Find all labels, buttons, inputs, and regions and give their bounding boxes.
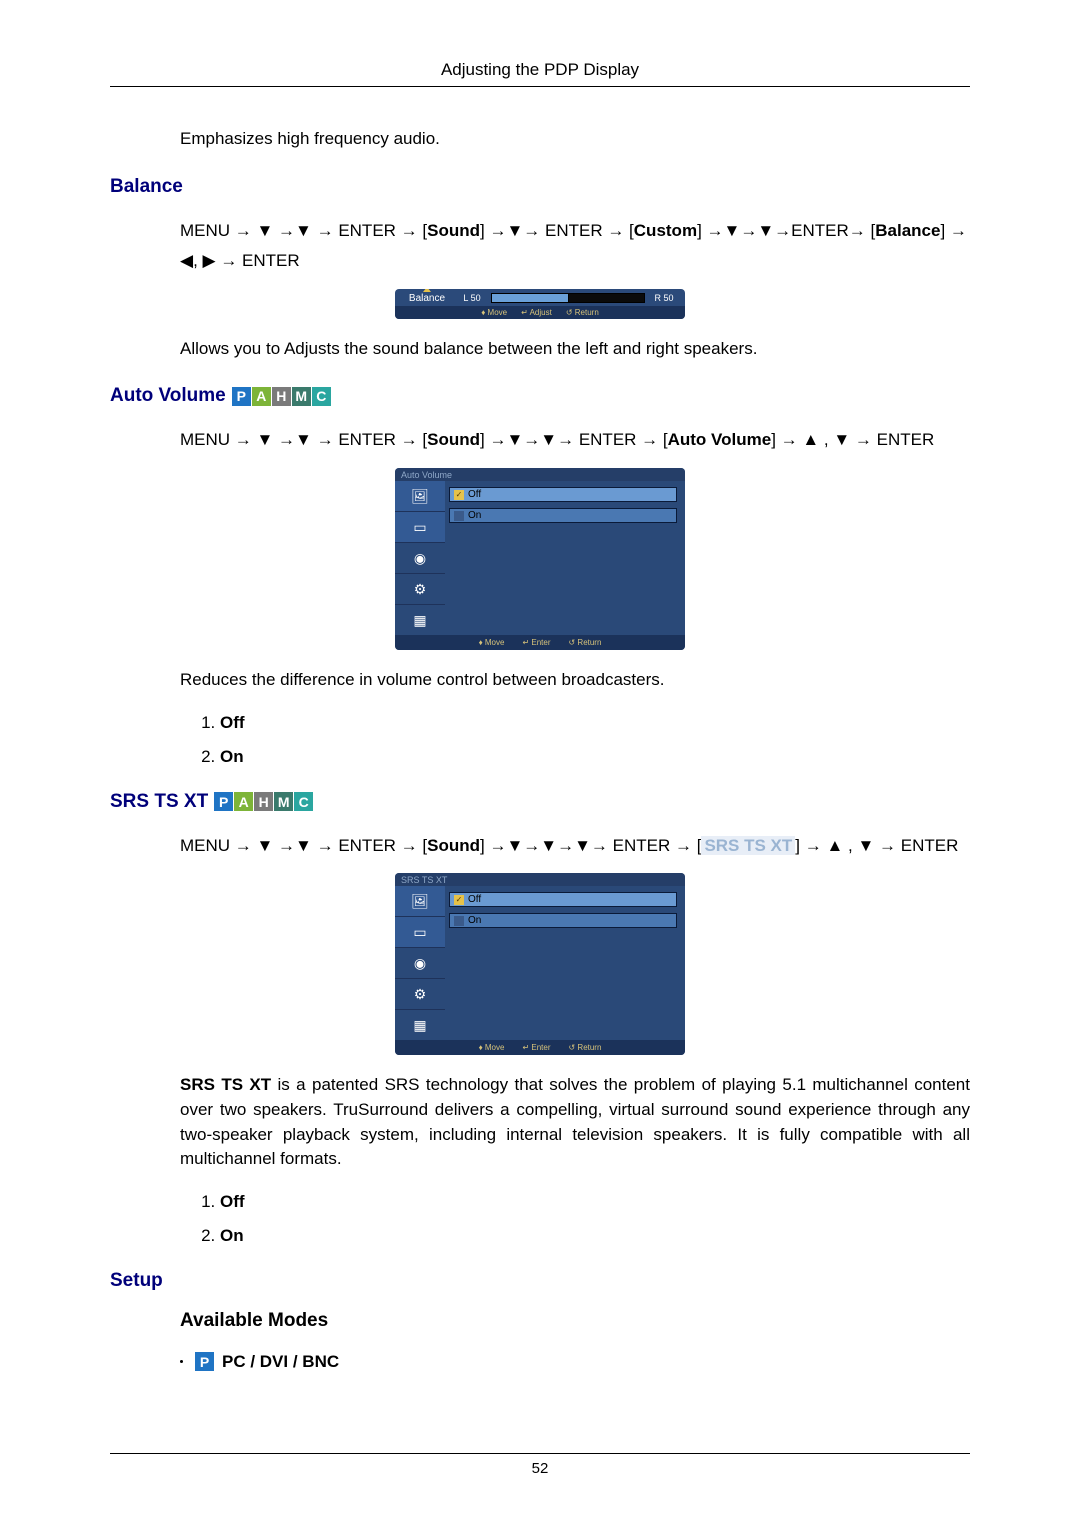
srs-osd-footer: ♦ Move ↵ Enter ↺ Return <box>395 1040 685 1055</box>
mode-badge-h: H <box>254 792 273 811</box>
balance-footer-move: ♦ Move <box>481 308 507 317</box>
multi-icon: ▦ <box>410 610 430 630</box>
display-icon: ▭ <box>410 922 430 942</box>
setup-icon: ⚙ <box>410 579 430 599</box>
page-header: Adjusting the PDP Display <box>110 60 970 87</box>
srs-osd-title: SRS TS XT <box>395 873 685 886</box>
mode-badge-c: C <box>294 792 313 811</box>
sound-icon: ◉ <box>410 953 430 973</box>
page-footer: 52 <box>110 1453 970 1477</box>
srs-footer-return: ↺ Return <box>568 1043 601 1052</box>
srs-osd-icon-col: 🖼 ▭ ◉ ⚙ ▦ <box>395 886 445 1040</box>
picture-icon: 🖼 <box>410 486 430 506</box>
intro-text: Emphasizes high frequency audio. <box>180 127 970 152</box>
balance-description: Allows you to Adjusts the sound balance … <box>180 337 970 362</box>
srs-menu-path: MENU → ▼ →▼ → ENTER → [Sound] →▼→▼→▼→ EN… <box>180 831 970 862</box>
osd-option: On <box>449 508 677 523</box>
balance-osd-bar-fill <box>492 294 569 302</box>
auto-volume-osd: Auto Volume 🖼 ▭ ◉ ⚙ ▦ ✓ Off On ♦ Move ↵ En… <box>395 468 685 650</box>
balance-osd-wrap: Balance L 50 R 50 ♦ Move ↵ Adjust ↺ Retu… <box>110 289 970 319</box>
srs-desc-rest: is a patented SRS technology that solves… <box>180 1075 970 1168</box>
setup-heading: Setup <box>110 1270 970 1292</box>
auto-volume-options-list: Off On <box>220 713 970 767</box>
balance-osd-footer: ♦ Move ↵ Adjust ↺ Return <box>395 306 685 319</box>
mode-badge-c: C <box>312 387 331 406</box>
display-icon: ▭ <box>410 517 430 537</box>
osd-option: ✓ Off <box>449 892 677 907</box>
document-page: Adjusting the PDP Display Emphasizes hig… <box>0 0 1080 1527</box>
mode-badge-m: M <box>274 792 293 811</box>
check-icon: ✓ <box>454 895 464 905</box>
option-list-label: Off <box>220 1192 245 1211</box>
option-blank-icon <box>454 916 464 926</box>
auto-volume-osd-footer: ♦ Move ↵ Enter ↺ Return <box>395 635 685 650</box>
mode-badge-m: M <box>292 387 311 406</box>
option-list-label: On <box>220 1226 244 1245</box>
auto-volume-heading: Auto Volume PAHMC <box>110 385 970 407</box>
balance-footer-return: ↺ Return <box>566 308 599 317</box>
srs-osd: SRS TS XT 🖼 ▭ ◉ ⚙ ▦ ✓ Off On ♦ Move ↵ Ente… <box>395 873 685 1055</box>
srs-footer-enter: ↵ Enter <box>522 1043 550 1052</box>
balance-heading: Balance <box>110 176 970 198</box>
av-footer-enter: ↵ Enter <box>522 638 550 647</box>
mode-badge-a: A <box>252 387 271 406</box>
auto-volume-description: Reduces the difference in volume control… <box>180 668 970 693</box>
balance-osd-right: R 50 <box>649 293 679 303</box>
balance-heading-label: Balance <box>110 176 183 198</box>
osd-option-label: Off <box>468 894 481 905</box>
available-mode-item: P PC / DVI / BNC <box>180 1352 970 1372</box>
mode-badge-p: P <box>214 792 233 811</box>
balance-osd-label: Balance <box>401 293 453 304</box>
option-list-item: Off <box>220 713 970 733</box>
osd-option: ✓ Off <box>449 487 677 502</box>
av-footer-return: ↺ Return <box>568 638 601 647</box>
option-list-label: Off <box>220 713 245 732</box>
auto-volume-osd-title: Auto Volume <box>395 468 685 481</box>
srs-mode-badges: PAHMC <box>214 792 313 811</box>
auto-volume-osd-icon-col: 🖼 ▭ ◉ ⚙ ▦ <box>395 481 445 635</box>
balance-osd-bar <box>491 293 645 303</box>
check-icon: ✓ <box>454 490 464 500</box>
mode-badge-h: H <box>272 387 291 406</box>
osd-option-label: On <box>468 915 481 926</box>
srs-heading-label: SRS TS XT <box>110 791 208 813</box>
bullet-icon <box>180 1360 183 1363</box>
sound-icon: ◉ <box>410 548 430 568</box>
available-mode-label: PC / DVI / BNC <box>222 1352 339 1372</box>
page-number: 52 <box>532 1460 549 1477</box>
srs-description: SRS TS XT is a patented SRS technology t… <box>180 1073 970 1172</box>
balance-menu-path: MENU → ▼ →▼ → ENTER → [Sound] →▼→ ENTER … <box>180 216 970 277</box>
osd-option-label: Off <box>468 489 481 500</box>
auto-volume-heading-label: Auto Volume <box>110 385 226 407</box>
option-list-item: On <box>220 747 970 767</box>
available-modes-heading: Available Modes <box>180 1310 970 1332</box>
auto-volume-osd-wrap: Auto Volume 🖼 ▭ ◉ ⚙ ▦ ✓ Off On ♦ Move ↵ En… <box>110 468 970 650</box>
auto-volume-mode-badges: PAHMC <box>232 387 331 406</box>
osd-option: On <box>449 913 677 928</box>
multi-icon: ▦ <box>410 1015 430 1035</box>
balance-osd-left: L 50 <box>457 293 487 303</box>
mode-badge-p: P <box>232 387 251 406</box>
auto-volume-menu-path: MENU → ▼ →▼ → ENTER → [Sound] →▼→▼→ ENTE… <box>180 425 970 456</box>
srs-footer-move: ♦ Move <box>479 1043 505 1052</box>
auto-volume-osd-options: ✓ Off On <box>445 481 685 635</box>
option-blank-icon <box>454 511 464 521</box>
setup-icon: ⚙ <box>410 984 430 1004</box>
picture-icon: 🖼 <box>410 891 430 911</box>
srs-heading: SRS TS XT PAHMC <box>110 791 970 813</box>
option-list-item: On <box>220 1226 970 1246</box>
srs-osd-options: ✓ Off On <box>445 886 685 1040</box>
osd-option-label: On <box>468 510 481 521</box>
srs-osd-wrap: SRS TS XT 🖼 ▭ ◉ ⚙ ▦ ✓ Off On ♦ Move ↵ Ente… <box>110 873 970 1055</box>
mode-badge-a: A <box>234 792 253 811</box>
av-footer-move: ♦ Move <box>479 638 505 647</box>
option-list-item: Off <box>220 1192 970 1212</box>
setup-heading-label: Setup <box>110 1270 163 1292</box>
option-list-label: On <box>220 747 244 766</box>
mode-badge-p: P <box>195 1352 214 1371</box>
srs-options-list: Off On <box>220 1192 970 1246</box>
balance-osd: Balance L 50 R 50 ♦ Move ↵ Adjust ↺ Retu… <box>395 289 685 319</box>
balance-footer-adjust: ↵ Adjust <box>521 308 552 317</box>
srs-desc-lead: SRS TS XT <box>180 1075 271 1094</box>
